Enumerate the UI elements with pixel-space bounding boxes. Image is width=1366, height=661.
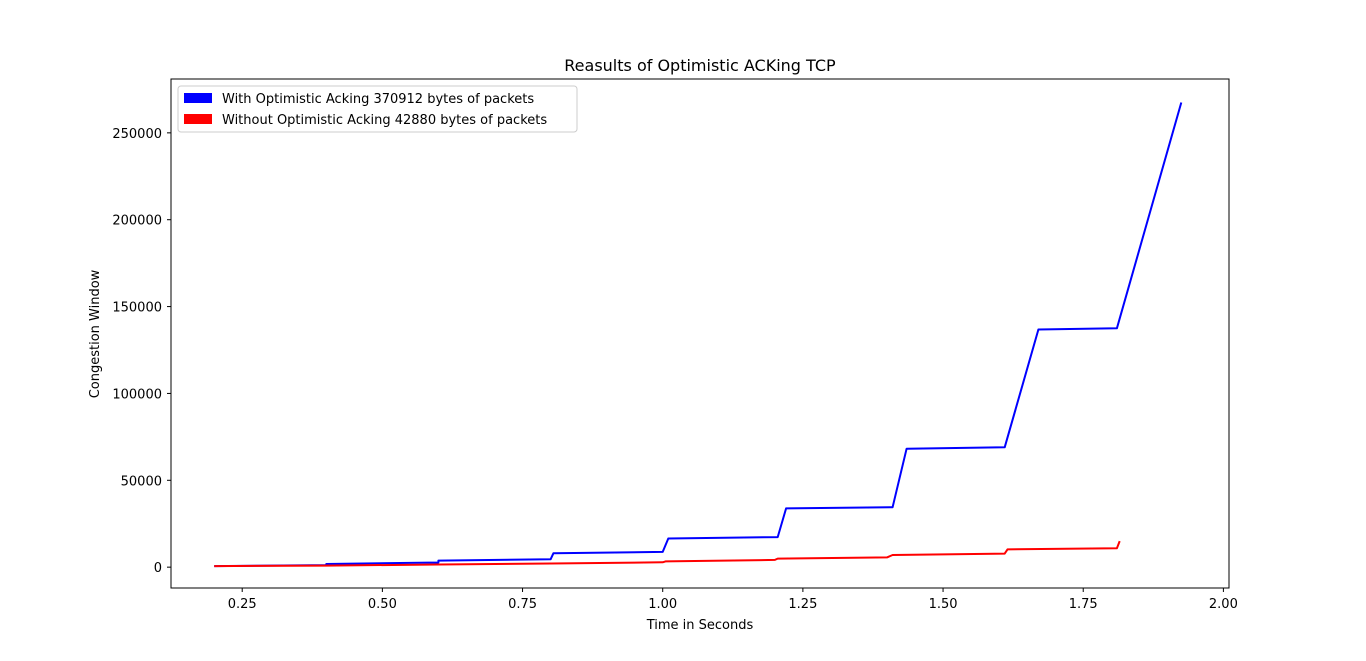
- legend-label-with-optimistic-acking: With Optimistic Acking 370912 bytes of p…: [222, 92, 534, 107]
- legend: With Optimistic Acking 370912 bytes of p…: [177, 85, 578, 133]
- y-tick-label: 50000: [121, 474, 162, 489]
- x-tick-label: 2.00: [1209, 597, 1238, 612]
- y-tick-label: 150000: [112, 301, 162, 316]
- series-line-1: [214, 540, 1121, 568]
- x-tick-label: 1.00: [648, 597, 677, 612]
- legend-swatch-without-optimistic-acking: [184, 114, 212, 124]
- plot-area: [170, 78, 1230, 589]
- legend-frame: [177, 85, 578, 133]
- y-axis: 0 50000 100000 150000 200000 250000: [112, 127, 171, 576]
- x-tick-label: 0.75: [508, 597, 537, 612]
- y-tick-label: 200000: [112, 214, 162, 229]
- y-axis-label: Congestion Window: [88, 269, 103, 398]
- x-tick-label: 1.25: [788, 597, 817, 612]
- x-tick-label: 1.50: [929, 597, 958, 612]
- series-line-0: [214, 102, 1183, 568]
- x-axis: 0.25 0.50 0.75 1.00 1.25 1.50 1.75 2.00: [228, 588, 1238, 612]
- legend-label-without-optimistic-acking: Without Optimistic Acking 42880 bytes of…: [222, 113, 547, 128]
- y-tick-label: 250000: [112, 127, 162, 142]
- x-axis-label: Time in Seconds: [646, 618, 754, 633]
- plot-frame: [170, 78, 1230, 589]
- series-layer: [214, 102, 1183, 568]
- y-tick-label: 0: [154, 561, 162, 576]
- x-tick-label: 0.25: [228, 597, 257, 612]
- x-tick-label: 1.75: [1069, 597, 1098, 612]
- legend-swatch-with-optimistic-acking: [184, 93, 212, 103]
- chart-title: Reasults of Optimistic ACKing TCP: [564, 56, 836, 75]
- y-tick-label: 100000: [112, 387, 162, 402]
- x-tick-label: 0.50: [368, 597, 397, 612]
